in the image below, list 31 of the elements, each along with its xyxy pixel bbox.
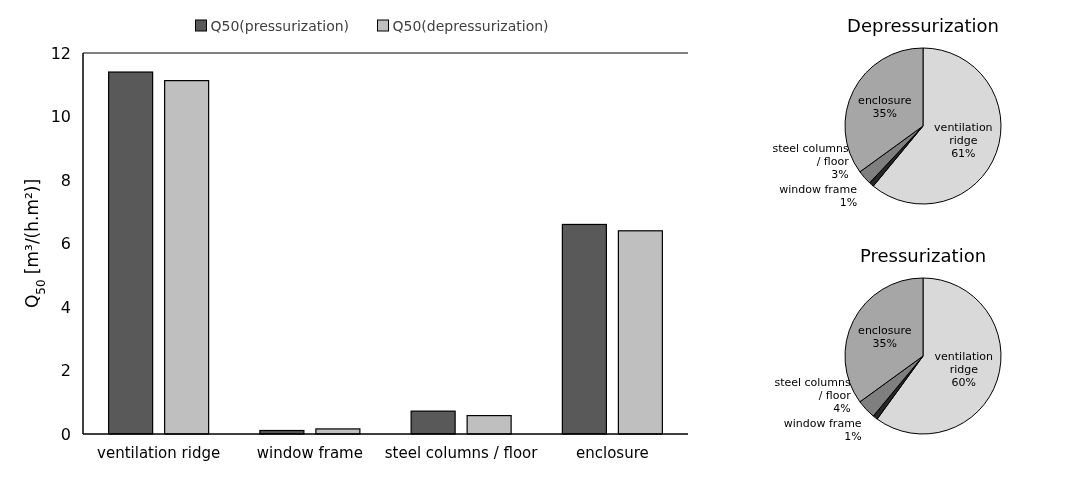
data-label: 60% bbox=[951, 375, 977, 389]
x-tick-label: ventilation ridge bbox=[97, 444, 221, 462]
legend-label: Q50(depressurization) bbox=[392, 17, 549, 34]
y-tick-label: 0 bbox=[60, 424, 71, 444]
data-label: 1% bbox=[844, 429, 862, 443]
slice-label: steel columns / floor bbox=[774, 375, 852, 402]
x-tick-label: enclosure bbox=[576, 444, 649, 462]
slice-label: ventilation ridge bbox=[934, 121, 993, 148]
chart-title: Pressurization bbox=[859, 245, 987, 266]
y-tick-label: 4 bbox=[60, 297, 71, 317]
x-tick-label: window frame bbox=[256, 444, 363, 462]
y-tick-label: 10 bbox=[50, 107, 71, 127]
slice-label: window frame bbox=[783, 416, 862, 430]
data-label: 61% bbox=[951, 147, 976, 161]
y-tick-label: 6 bbox=[60, 234, 71, 254]
slice-label: ventilation ridge bbox=[934, 349, 994, 376]
legend-label: Q50(pressurization) bbox=[210, 17, 350, 34]
slice-label: enclosure bbox=[858, 93, 912, 107]
chart-title: Depressurization bbox=[847, 15, 999, 36]
data-label: 3% bbox=[831, 168, 849, 182]
y-tick-label: 12 bbox=[50, 43, 71, 63]
slice-label: steel columns / floor bbox=[772, 142, 850, 169]
data-label: 35% bbox=[872, 336, 897, 350]
data-label: 4% bbox=[833, 401, 851, 415]
data-label: 1% bbox=[839, 196, 858, 210]
x-tick-label: steel columns / floor bbox=[384, 444, 539, 462]
y-tick-label: 2 bbox=[60, 361, 71, 381]
slice-label: window frame bbox=[779, 183, 858, 197]
slice-label: enclosure bbox=[858, 323, 912, 337]
y-tick-label: 8 bbox=[60, 170, 71, 190]
data-label: 35% bbox=[872, 106, 897, 120]
